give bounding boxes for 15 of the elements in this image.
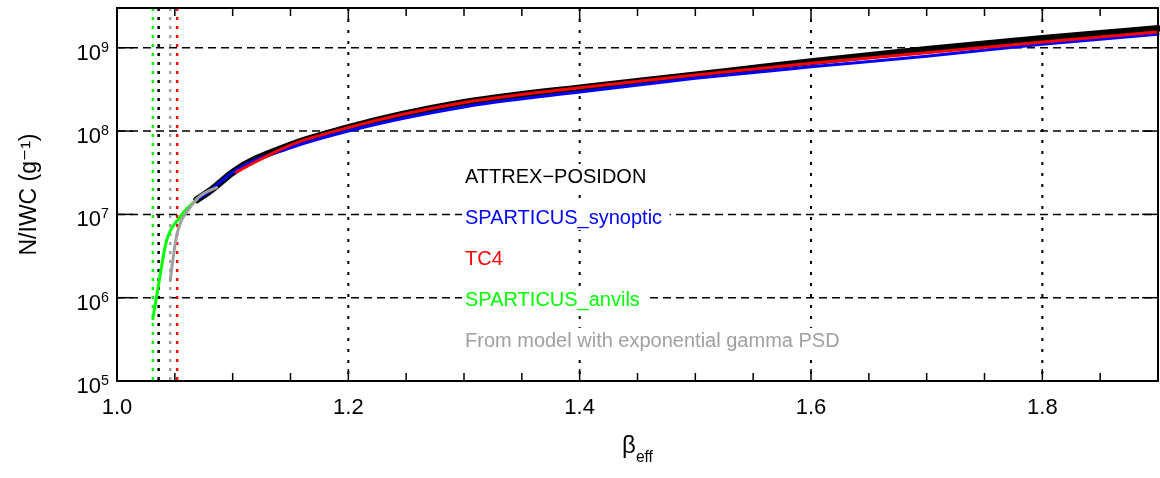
text: SPARTICUS_synoptic bbox=[465, 206, 663, 229]
text: From model with exponential gamma PSD bbox=[465, 329, 840, 351]
y-tick-label: 10$^{9}$ bbox=[76, 38, 110, 65]
x-tick-label: 1.2 bbox=[333, 394, 364, 419]
y-tick-label: 10$^{8}$ bbox=[76, 122, 110, 149]
text: SPARTICUS_anvils bbox=[465, 288, 640, 311]
text: ATTREX−POSIDON bbox=[465, 165, 647, 187]
y-tick-label: 10$^{6}$ bbox=[76, 288, 110, 315]
y-axis-title: N/IWC (g⁻¹) bbox=[15, 133, 41, 256]
x-tick-label: 1.4 bbox=[564, 394, 595, 419]
y-tick-label: 10$^{7}$ bbox=[76, 205, 110, 232]
text: TC4 bbox=[465, 247, 503, 269]
x-axis-title: β$_{eff}$ bbox=[622, 431, 654, 465]
x-tick-label: 1.6 bbox=[795, 394, 827, 419]
x-tick-label: 1.8 bbox=[1027, 394, 1058, 419]
